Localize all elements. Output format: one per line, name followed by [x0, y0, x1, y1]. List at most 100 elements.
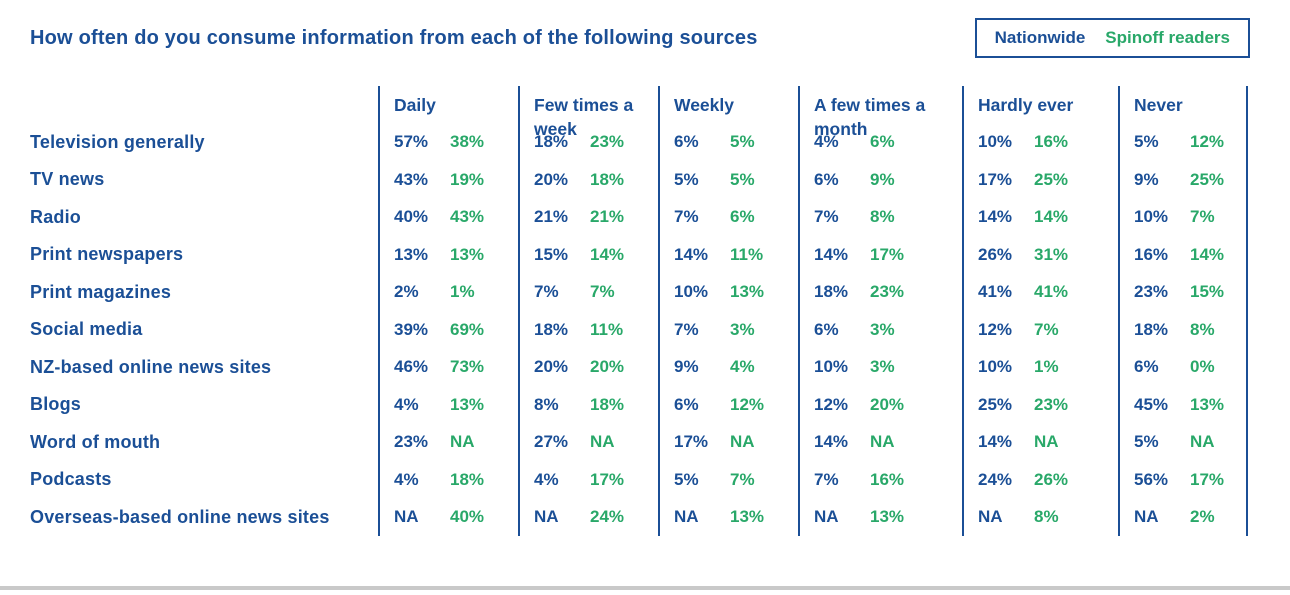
- spinoff-value: 25%: [1034, 169, 1069, 189]
- spinoff-value: 23%: [870, 282, 905, 302]
- data-cell: 46% 73%: [378, 348, 518, 386]
- data-cell: 15% 14%: [518, 236, 658, 274]
- legend-nationwide: Nationwide: [994, 28, 1086, 47]
- spinoff-value: 24%: [590, 507, 625, 527]
- spinoff-value: 18%: [590, 169, 625, 189]
- legend-box: Nationwide Spinoff readers: [974, 18, 1250, 58]
- spinoff-value: 14%: [1190, 244, 1225, 264]
- spinoff-value: 13%: [450, 394, 485, 414]
- spinoff-value: 7%: [590, 282, 615, 302]
- data-cell: 4% 18%: [378, 461, 518, 499]
- spinoff-value: NA: [730, 432, 755, 452]
- data-cell: 18% 8%: [1118, 311, 1248, 349]
- nationwide-value: 5%: [674, 469, 699, 489]
- nationwide-value: 8%: [534, 394, 559, 414]
- row-label: Television generally: [30, 131, 205, 152]
- data-cell: 6% 9%: [798, 161, 962, 199]
- data-cell: 17% NA: [658, 423, 798, 461]
- nationwide-value: 20%: [534, 169, 569, 189]
- data-cell: 18% 11%: [518, 311, 658, 349]
- data-cell: 6% 12%: [658, 386, 798, 424]
- spinoff-value: 17%: [590, 469, 625, 489]
- nationwide-value: NA: [394, 507, 419, 527]
- data-cell: 39% 69%: [378, 311, 518, 349]
- nationwide-value: 57%: [394, 132, 429, 152]
- nationwide-value: 41%: [978, 282, 1013, 302]
- nationwide-value: 13%: [394, 244, 429, 264]
- nationwide-value: 17%: [978, 169, 1013, 189]
- data-cell: NA 13%: [658, 498, 798, 536]
- nationwide-value: 7%: [674, 207, 699, 227]
- data-cell: 25% 23%: [962, 386, 1118, 424]
- data-cell: 18% 23%: [518, 123, 658, 161]
- nationwide-value: 16%: [1134, 244, 1169, 264]
- nationwide-value: 24%: [978, 469, 1013, 489]
- data-cell: 9% 4%: [658, 348, 798, 386]
- data-cell: 12% 20%: [798, 386, 962, 424]
- nationwide-value: 21%: [534, 207, 569, 227]
- spinoff-value: 1%: [1034, 357, 1059, 377]
- spinoff-value: 43%: [450, 207, 485, 227]
- spinoff-value: 21%: [590, 207, 625, 227]
- nationwide-value: NA: [1134, 507, 1159, 527]
- data-cell: 6% 0%: [1118, 348, 1248, 386]
- data-cell: 41% 41%: [962, 273, 1118, 311]
- data-cell: 45% 13%: [1118, 386, 1248, 424]
- column-header: Few times a week: [518, 86, 658, 156]
- nationwide-value: 14%: [978, 432, 1013, 452]
- data-cell: 57% 38%: [378, 123, 518, 161]
- nationwide-value: 10%: [674, 282, 709, 302]
- nationwide-value: 6%: [814, 169, 839, 189]
- data-cell: 24% 26%: [962, 461, 1118, 499]
- data-cell: 23% NA: [378, 423, 518, 461]
- spinoff-value: 3%: [730, 319, 755, 339]
- spinoff-value: 17%: [1190, 469, 1225, 489]
- data-cell: 14% 17%: [798, 236, 962, 274]
- data-cell: 8% 18%: [518, 386, 658, 424]
- data-cell: 56% 17%: [1118, 461, 1248, 499]
- spinoff-value: 69%: [450, 319, 485, 339]
- nationwide-value: 14%: [814, 244, 849, 264]
- spinoff-value: 16%: [870, 469, 905, 489]
- nationwide-value: 6%: [674, 132, 699, 152]
- nationwide-value: NA: [814, 507, 839, 527]
- nationwide-value: 23%: [394, 432, 429, 452]
- data-cell: NA 24%: [518, 498, 658, 536]
- column-header: Never: [1118, 86, 1248, 156]
- nationwide-value: 45%: [1134, 394, 1169, 414]
- data-cell: 5% 12%: [1118, 123, 1248, 161]
- spinoff-value: 26%: [1034, 469, 1069, 489]
- spinoff-value: 0%: [1190, 357, 1215, 377]
- spinoff-value: 38%: [450, 132, 485, 152]
- spinoff-value: 18%: [590, 394, 625, 414]
- row-label: Print newspapers: [30, 244, 184, 265]
- data-cell: 5% 7%: [658, 461, 798, 499]
- data-cell: NA 8%: [962, 498, 1118, 536]
- data-cell: 20% 18%: [518, 161, 658, 199]
- nationwide-value: 6%: [674, 394, 699, 414]
- row-label: Blogs: [30, 394, 82, 415]
- spinoff-value: 6%: [730, 207, 755, 227]
- nationwide-value: 7%: [814, 207, 839, 227]
- nationwide-value: 15%: [534, 244, 569, 264]
- nationwide-value: 12%: [814, 394, 849, 414]
- row-label: Overseas-based online news sites: [30, 506, 330, 527]
- spinoff-value: 11%: [590, 319, 624, 339]
- bottom-divider: [0, 586, 1290, 590]
- page-header: How often do you consume information fro…: [0, 0, 1290, 58]
- data-cell: 20% 20%: [518, 348, 658, 386]
- nationwide-value: 7%: [674, 319, 699, 339]
- data-cell: NA 2%: [1118, 498, 1248, 536]
- row-label: NZ-based online news sites: [30, 356, 272, 377]
- spinoff-value: 20%: [590, 357, 625, 377]
- spinoff-value: 11%: [730, 244, 764, 264]
- nationwide-value: 46%: [394, 357, 429, 377]
- spinoff-value: 8%: [1034, 507, 1059, 527]
- data-cell: 14% NA: [798, 423, 962, 461]
- column-header: Daily: [378, 86, 518, 156]
- nationwide-value: 18%: [814, 282, 849, 302]
- nationwide-value: 10%: [1134, 207, 1169, 227]
- spinoff-value: 7%: [1190, 207, 1215, 227]
- spinoff-value: 17%: [870, 244, 905, 264]
- nationwide-value: 10%: [814, 357, 849, 377]
